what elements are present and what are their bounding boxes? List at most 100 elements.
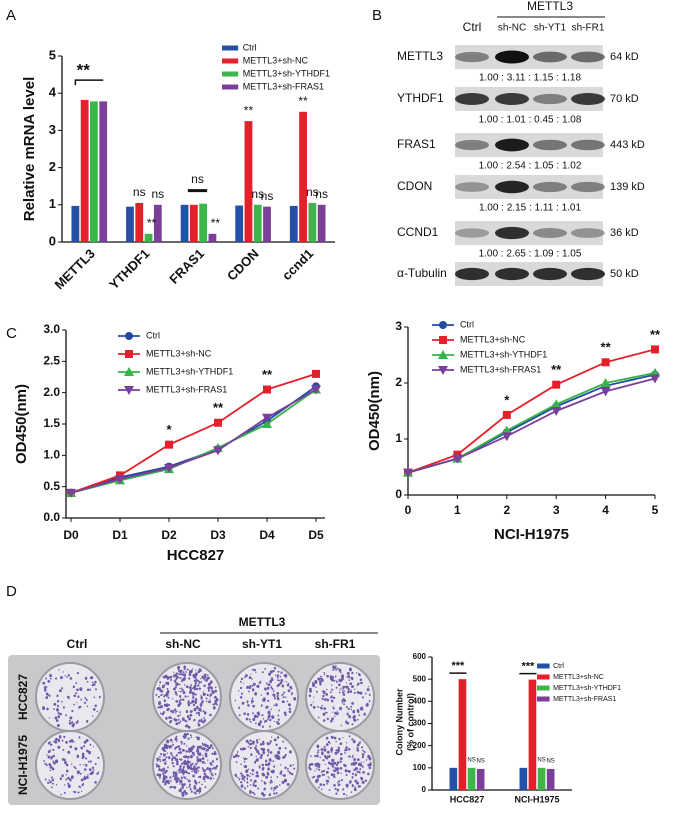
blot-band [533, 228, 567, 238]
marker [262, 419, 272, 428]
y-axis-label: Colony Number [394, 688, 404, 756]
y-tick-label: 3 [49, 122, 56, 137]
legend-swatch [222, 58, 239, 64]
significance: ** [211, 216, 221, 230]
blot-band [455, 51, 489, 63]
marker [600, 387, 611, 397]
y-tick-label: 2 [395, 375, 402, 389]
marker [501, 432, 512, 442]
x-tick-label: 4 [602, 503, 609, 517]
x-tick-label: 3 [553, 503, 560, 517]
bar [235, 205, 244, 242]
significance: ** [650, 327, 661, 342]
protein-label: CCND1 [397, 225, 439, 239]
blot-band [533, 267, 567, 281]
significance: ** [601, 340, 612, 355]
y-tick-label: 0 [395, 487, 402, 501]
bar [289, 205, 298, 242]
y-tick-label: 0.5 [43, 479, 60, 493]
significance: ** [262, 367, 273, 382]
y-tick-label: 1 [395, 431, 402, 445]
legend-swatch [222, 84, 239, 90]
colony-row: NCI-H1975 [16, 735, 30, 795]
lane-label: sh-FR1 [572, 23, 605, 34]
y-axis-label: OD450(nm) [13, 384, 30, 464]
legend-label: METTL3+sh-FRAS1 [243, 81, 324, 91]
colonies [232, 736, 296, 797]
blot-band [495, 226, 529, 240]
y-axis-label: Relative mRNA level [21, 77, 38, 222]
bar [528, 679, 537, 790]
significance: NS [476, 759, 484, 765]
marker [502, 410, 511, 419]
y-tick-label: 100 [413, 763, 427, 772]
legend-swatch [222, 45, 239, 51]
series-line [407, 377, 656, 474]
size-label: 64 kD [610, 51, 639, 63]
blot-band [495, 138, 529, 152]
legend-label: METTL3+sh-NC [553, 674, 604, 681]
y-tick-label: 400 [413, 696, 427, 705]
blot-band [455, 267, 489, 281]
series-line [70, 388, 317, 494]
blot-band [495, 50, 529, 64]
marker [600, 378, 611, 387]
y-tick-label: 2.5 [43, 354, 60, 368]
marker [311, 385, 321, 395]
panel-label: D [6, 583, 17, 600]
y-tick-label: 3 [395, 319, 402, 333]
significance: ** [147, 216, 157, 230]
x-tick-label: NCI-H1975 [514, 794, 559, 804]
series-line [70, 385, 317, 494]
protein-label: METTL3 [397, 49, 443, 63]
bar [126, 206, 134, 242]
marker [551, 407, 562, 416]
ratio-label: 1.00 : 2.65 : 1.09 : 1.05 [479, 249, 582, 260]
blot-band [495, 180, 529, 194]
bar [299, 111, 307, 242]
bar [189, 204, 198, 242]
y-tick-label: 5 [49, 47, 56, 62]
significance: ns [261, 189, 274, 203]
bar [244, 121, 253, 242]
significance: NS [546, 759, 554, 765]
significance: *** [451, 660, 465, 672]
bar [180, 204, 189, 242]
bar [519, 767, 528, 790]
x-tick-label: D0 [63, 528, 79, 542]
marker [124, 386, 134, 395]
colonies [155, 732, 218, 797]
marker [213, 446, 223, 456]
marker [439, 321, 447, 329]
marker [263, 385, 271, 394]
blot-band [571, 93, 605, 105]
bar [144, 233, 153, 242]
bar [308, 202, 317, 242]
marker [262, 413, 272, 423]
significance: ns [151, 187, 164, 201]
legend-label: Ctrl [146, 330, 160, 340]
y-axis-label: OD450(nm) [366, 371, 383, 451]
marker [651, 345, 659, 354]
colonies [234, 667, 297, 728]
x-axis-label: HCC827 [167, 547, 225, 564]
marker [601, 358, 610, 367]
blot-band [571, 51, 605, 63]
marker [438, 350, 448, 359]
marker [125, 332, 133, 340]
legend-label: METTL3+sh-YTHDF1 [553, 685, 621, 692]
x-tick-label: 5 [652, 503, 659, 517]
marker [124, 367, 134, 376]
y-tick-label: 300 [413, 719, 427, 728]
lane-label: sh-NC [498, 23, 526, 34]
y-tick-label: 0.0 [43, 510, 60, 524]
colony-column: sh-YT1 [242, 637, 282, 651]
bar [99, 101, 108, 242]
y-tick-label: 0 [49, 233, 56, 248]
significance: ** [213, 400, 224, 415]
marker [452, 454, 463, 464]
bar [153, 204, 162, 242]
y-tick-label: 200 [413, 741, 427, 750]
blot-band [455, 93, 489, 105]
